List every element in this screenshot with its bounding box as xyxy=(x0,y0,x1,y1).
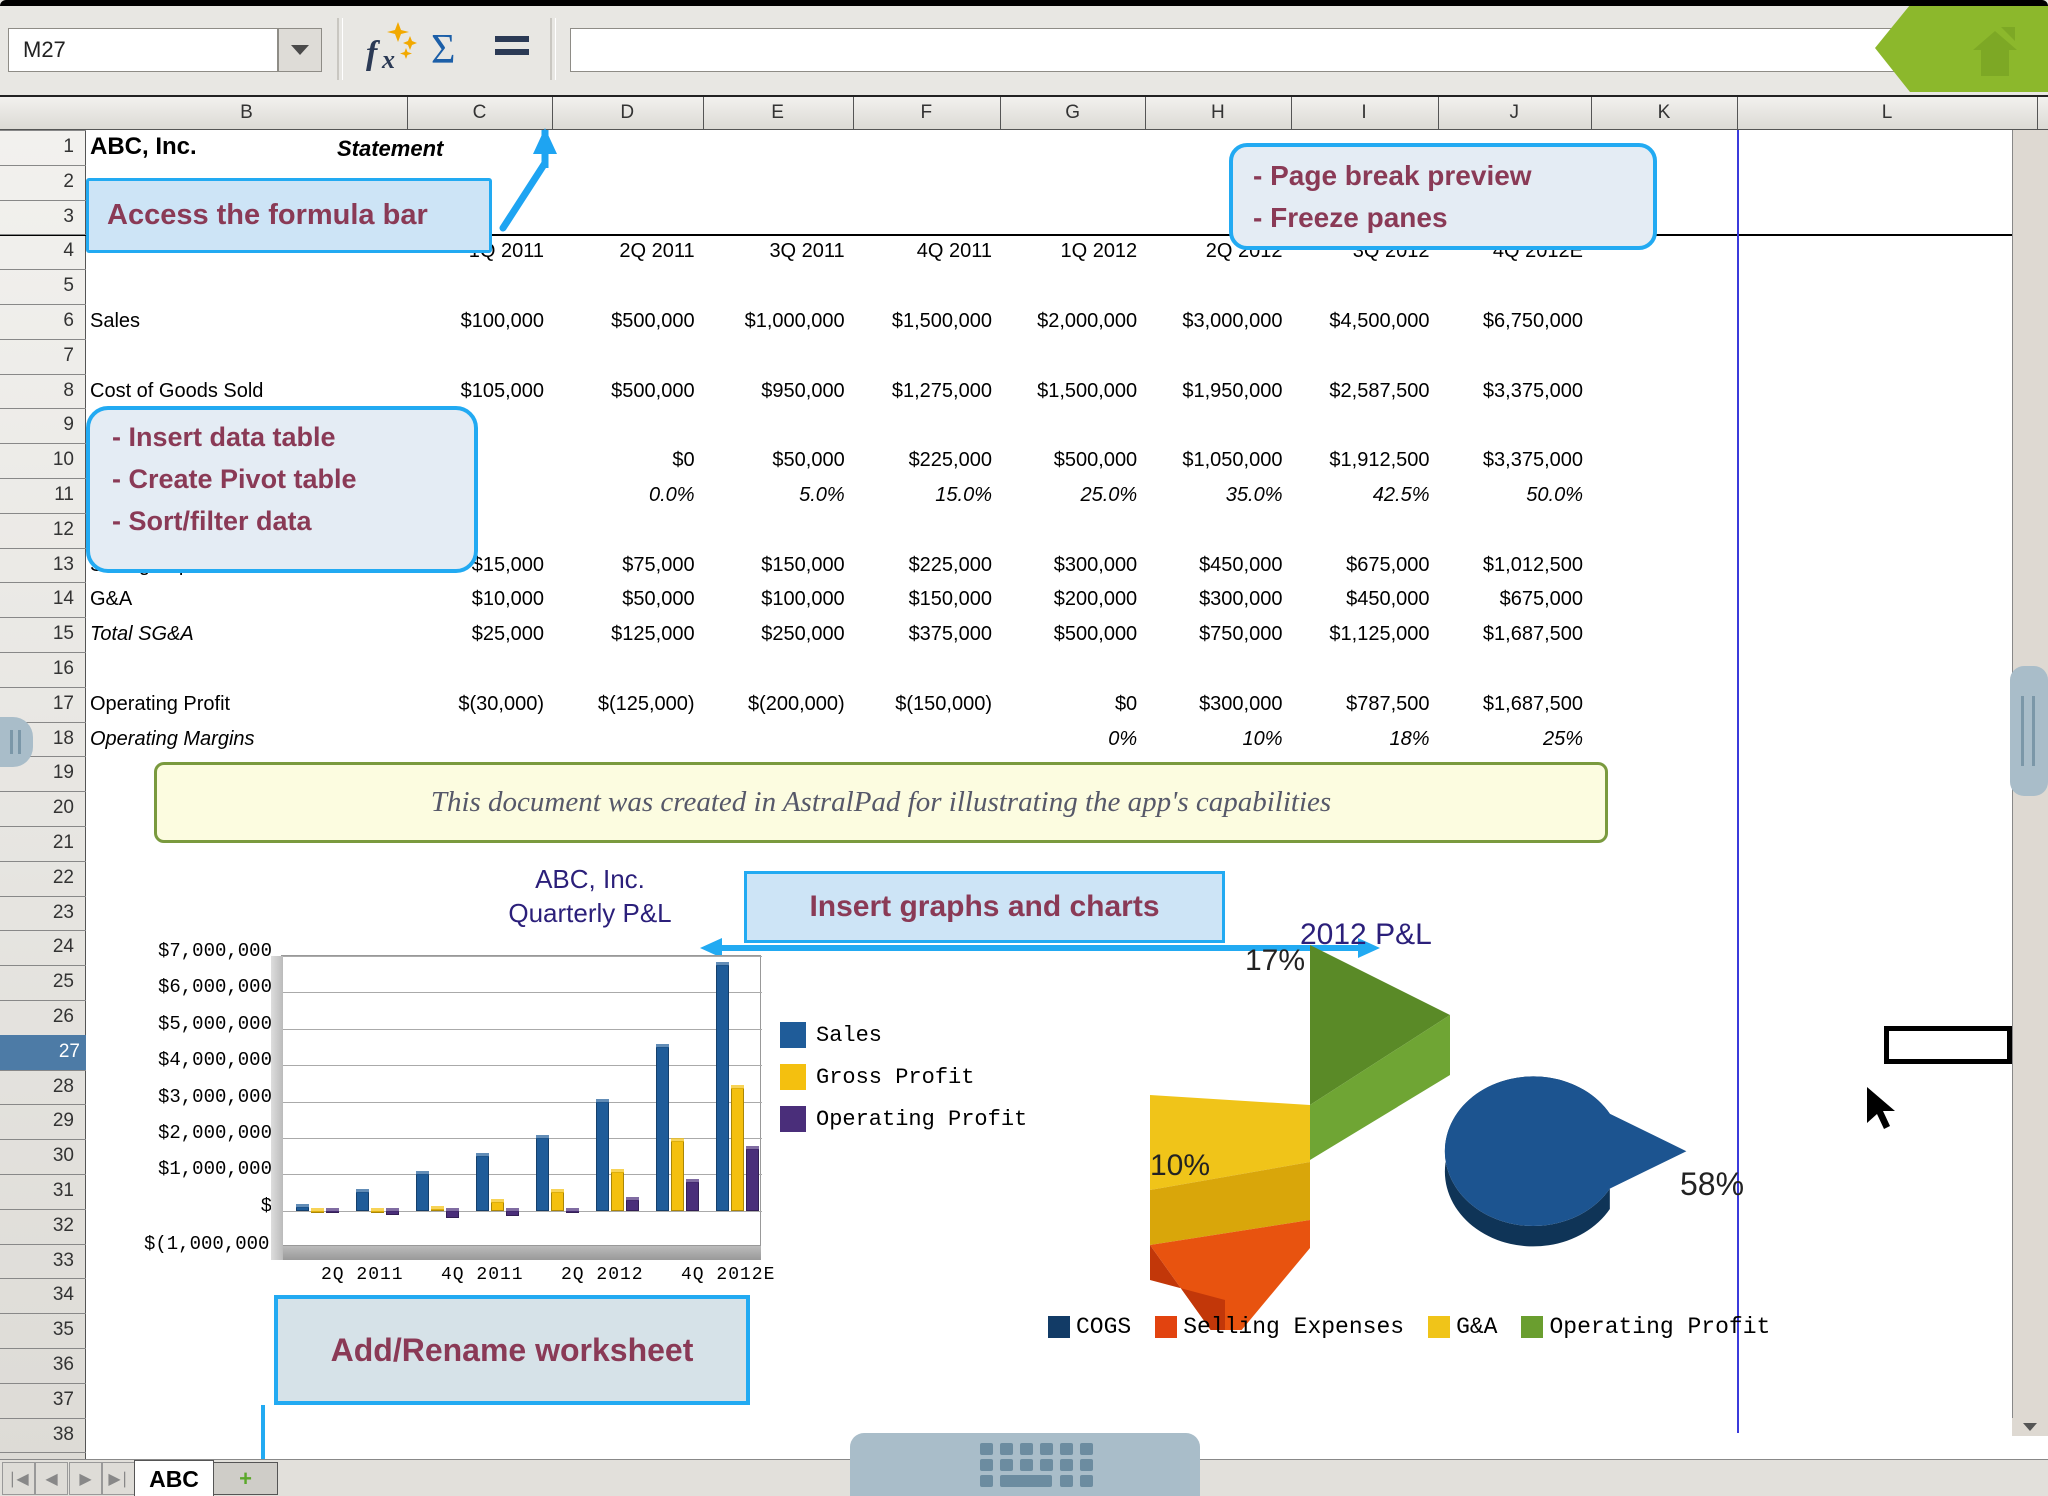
svg-text:f: f xyxy=(366,35,381,72)
svg-text:Σ: Σ xyxy=(431,27,455,72)
svg-text:x: x xyxy=(381,45,395,74)
svg-text:58%: 58% xyxy=(1680,1166,1744,1202)
svg-text:10%: 10% xyxy=(1150,1149,1210,1182)
svg-text:17%: 17% xyxy=(1245,944,1305,977)
